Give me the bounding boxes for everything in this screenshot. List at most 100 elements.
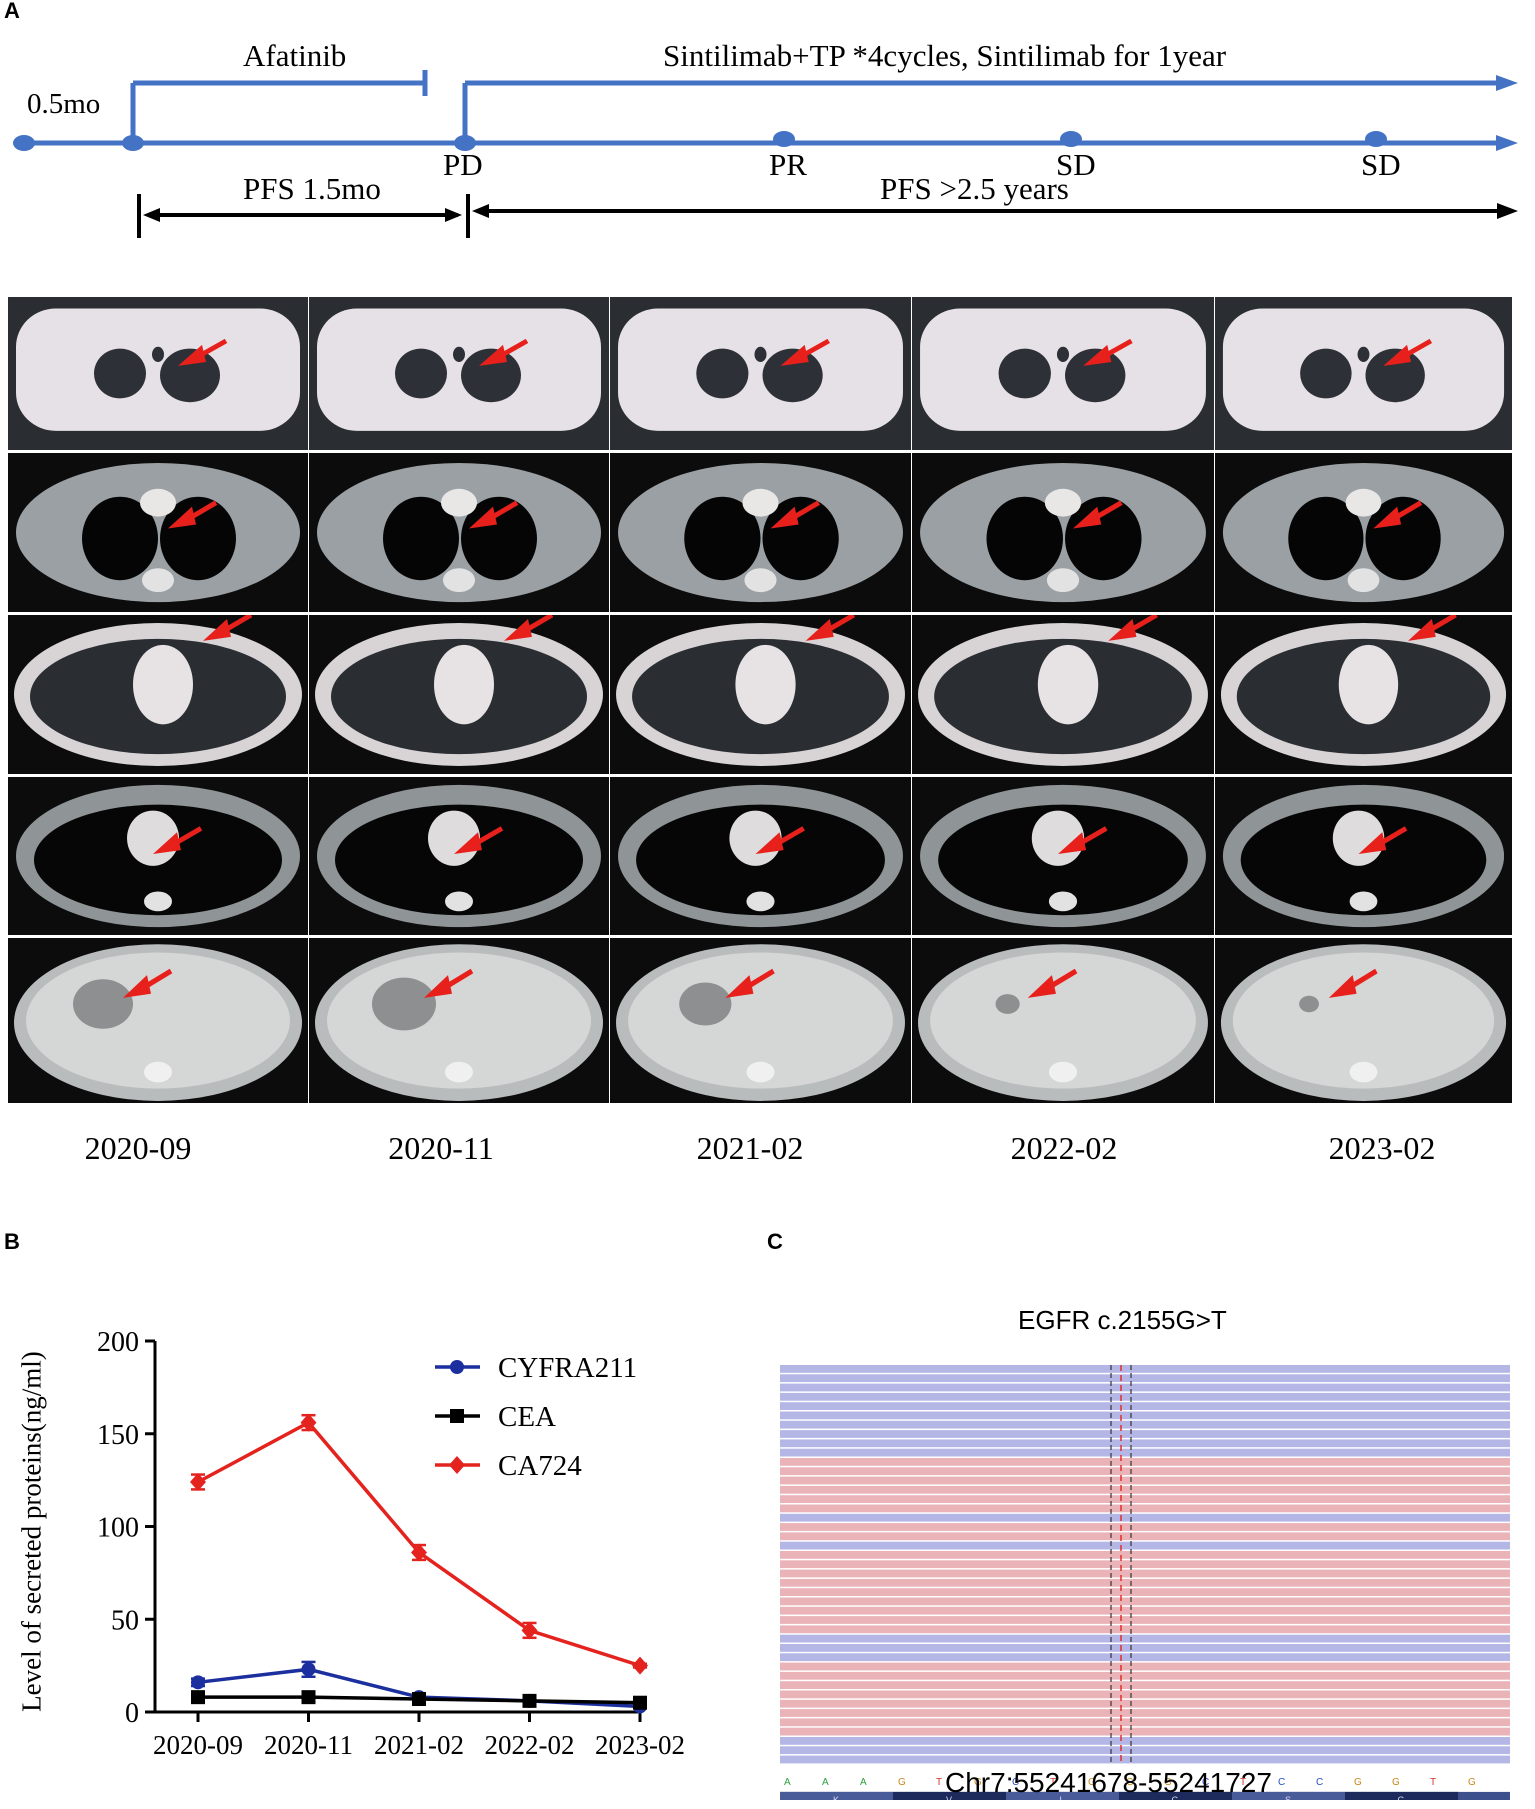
lesion-arrow-head bbox=[479, 344, 507, 366]
reference-base: G bbox=[1354, 1777, 1362, 1788]
sequencing-read bbox=[780, 1420, 1510, 1429]
lesion-arrow-head bbox=[1383, 344, 1412, 366]
x-tick-label: 2022-02 bbox=[485, 1730, 575, 1760]
reference-base: G bbox=[1468, 1777, 1476, 1788]
legend-marker bbox=[450, 1409, 464, 1423]
ct-scan-mediastinal-window-hilum-2020-11 bbox=[309, 777, 609, 935]
lesion-arrow-head bbox=[123, 975, 151, 998]
lesion-arrow-head bbox=[203, 618, 231, 641]
body-outline bbox=[1222, 462, 1505, 603]
timeline-arrowhead bbox=[1496, 135, 1518, 151]
trachea bbox=[1357, 346, 1370, 363]
sequencing-read bbox=[780, 1383, 1510, 1392]
heart-mediastinum bbox=[434, 644, 494, 725]
sequencing-read bbox=[780, 1411, 1510, 1420]
body-outline bbox=[16, 308, 300, 431]
pfs2-arrowhead-left bbox=[472, 204, 489, 218]
sequencing-read bbox=[780, 1392, 1510, 1401]
lesion-arrow-head bbox=[1408, 618, 1436, 641]
sequencing-read-alignment: A A A G T G C T G G G C T C C G G T G K V L G S G bbox=[780, 1365, 1510, 1800]
left-lung bbox=[762, 496, 839, 581]
ct-scan-mediastinal-window-upper-2021-02 bbox=[610, 453, 911, 612]
sequencing-read bbox=[780, 1690, 1510, 1699]
sequencing-read bbox=[780, 1485, 1510, 1494]
x-tick-label: 2020-11 bbox=[264, 1730, 353, 1760]
ct-scan-mediastinal-window-upper-2020-11 bbox=[309, 453, 609, 612]
codon-block bbox=[1232, 1791, 1345, 1800]
vertebra bbox=[746, 891, 775, 912]
sequencing-read bbox=[780, 1699, 1510, 1708]
right-lung bbox=[986, 496, 1063, 581]
ct-scan-brain-window-2020-09 bbox=[8, 297, 308, 450]
amino-acid-label: G bbox=[1171, 1795, 1178, 1800]
right-lung bbox=[998, 348, 1051, 399]
right-lung bbox=[395, 348, 447, 399]
data-point bbox=[301, 1662, 316, 1677]
amino-acid-label: V bbox=[946, 1795, 952, 1800]
data-point bbox=[632, 1656, 648, 1675]
sequencing-read bbox=[780, 1681, 1510, 1689]
timeline-dot-sd2 bbox=[1365, 131, 1387, 147]
ct-scan-mediastinal-window-hilum-2020-09 bbox=[8, 777, 308, 935]
sequencing-read bbox=[780, 1523, 1510, 1531]
amino-acid-label: K bbox=[833, 1795, 839, 1800]
sequencing-read bbox=[780, 1737, 1510, 1745]
reference-base: G bbox=[898, 1777, 906, 1788]
reference-base: A bbox=[822, 1777, 829, 1788]
lesion-arrow-head bbox=[725, 975, 754, 998]
ct-scan-liver-window-2021-02 bbox=[610, 938, 911, 1103]
ct-date-label-4: 2022-02 bbox=[1010, 1130, 1118, 1166]
pfs2-label: PFS >2.5 years bbox=[880, 171, 1069, 206]
x-tick-label: 2023-02 bbox=[595, 1730, 685, 1760]
data-point bbox=[301, 1690, 316, 1705]
right-lung bbox=[684, 496, 761, 581]
sintilimab-arrowhead bbox=[1496, 75, 1518, 91]
pfs1-arrowhead-right bbox=[445, 208, 462, 222]
vertebra bbox=[1048, 891, 1078, 912]
left-lung bbox=[160, 496, 236, 581]
timeline-dot-pr bbox=[773, 131, 795, 147]
ct-scan-liver-window-2023-02 bbox=[1215, 938, 1512, 1103]
body-outline bbox=[618, 462, 903, 603]
ct-scan-brain-window-2022-02 bbox=[912, 297, 1214, 450]
sequencing-read bbox=[780, 1551, 1510, 1559]
liver-lesion bbox=[372, 977, 436, 1031]
timeline-dot-sd1 bbox=[1060, 131, 1082, 147]
body-outline bbox=[317, 308, 601, 431]
ct-scan-mediastinal-window-upper-2023-02 bbox=[1215, 453, 1512, 612]
sequencing-read bbox=[780, 1430, 1510, 1438]
ct-scan-lung-window-2022-02 bbox=[912, 615, 1214, 774]
ct-date-label-2: 2020-11 bbox=[388, 1130, 494, 1166]
sequencing-read bbox=[780, 1513, 1510, 1522]
reference-base: G bbox=[974, 1777, 982, 1788]
ct-scan-liver-window-2022-02 bbox=[912, 938, 1214, 1103]
pfs2-arrowhead-right bbox=[1497, 203, 1518, 219]
vertebra bbox=[1046, 568, 1080, 593]
series-CA724 bbox=[190, 1413, 648, 1675]
right-lung bbox=[82, 496, 158, 581]
liver bbox=[1232, 952, 1495, 1089]
event-label-sd-1: SD bbox=[1056, 147, 1096, 182]
start-interval-label: 0.5mo bbox=[27, 88, 101, 120]
y-tick-label: 150 bbox=[97, 1420, 139, 1451]
mediastinum bbox=[1345, 488, 1382, 517]
trachea bbox=[754, 346, 767, 363]
timeline-dot-start bbox=[13, 135, 35, 151]
lesion-arrow-head bbox=[1328, 975, 1357, 998]
left-lung bbox=[461, 496, 537, 581]
vertebra bbox=[144, 1061, 172, 1083]
lesion-arrow-head bbox=[454, 832, 482, 855]
sequencing-read bbox=[780, 1467, 1510, 1476]
sequencing-read bbox=[780, 1718, 1510, 1727]
liver-lesion bbox=[995, 994, 1020, 1014]
ct-scan-mediastinal-window-hilum-2022-02 bbox=[912, 777, 1214, 935]
body-outline bbox=[920, 462, 1206, 603]
liver bbox=[930, 952, 1196, 1089]
vertebra bbox=[746, 1061, 775, 1083]
lesion-arrow-head bbox=[168, 506, 196, 529]
codon-block bbox=[1119, 1791, 1232, 1800]
panel-b-label: B bbox=[4, 1229, 20, 1254]
codon-block bbox=[893, 1791, 1006, 1800]
ct-date-label-5: 2023-02 bbox=[1328, 1130, 1436, 1166]
legend-label: CYFRA211 bbox=[498, 1352, 637, 1384]
